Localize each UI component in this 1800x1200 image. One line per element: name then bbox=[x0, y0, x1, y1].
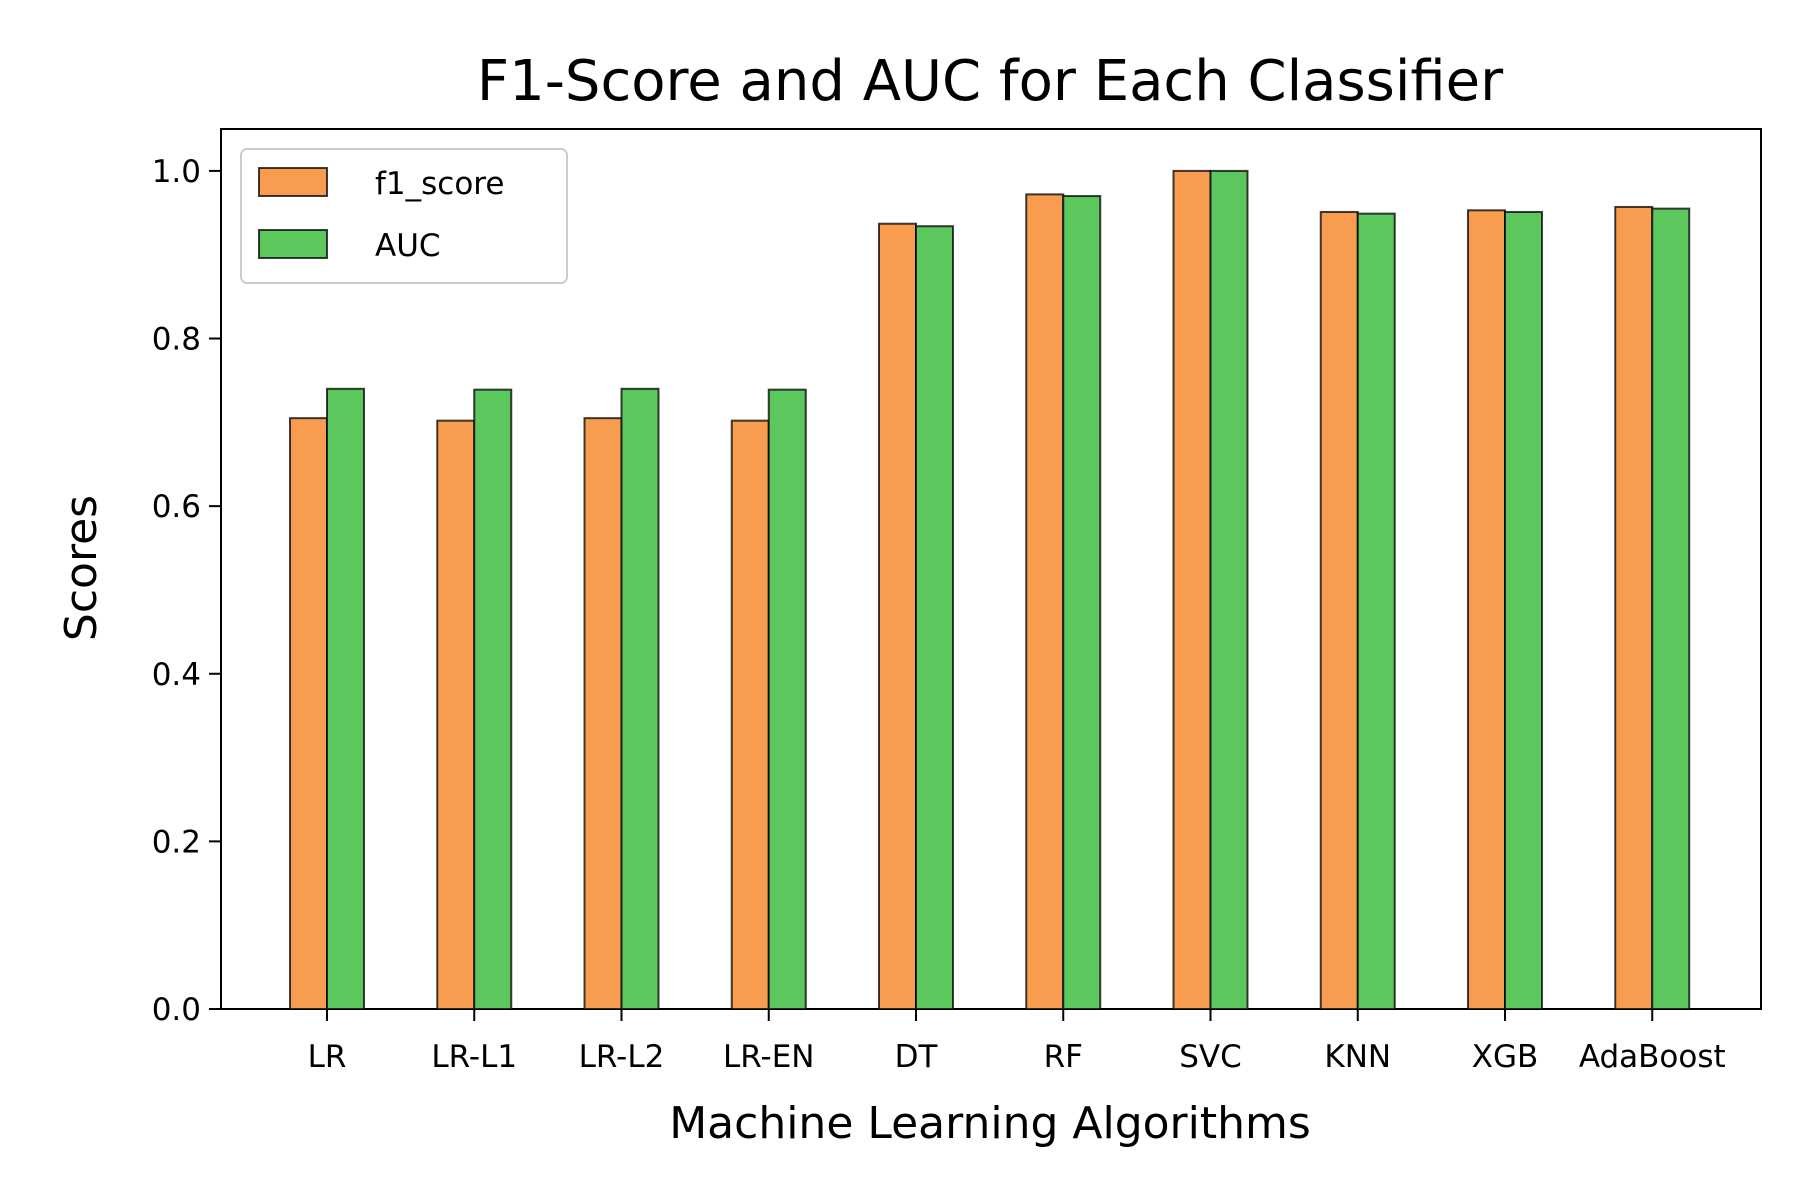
x-tick-label: AdaBoost bbox=[1579, 1039, 1726, 1075]
bar-f1-score-svc bbox=[1172, 169, 1212, 1010]
legend-label-auc: AUC bbox=[375, 228, 441, 264]
bar-f1-score-lr-l1 bbox=[436, 419, 476, 1010]
y-tick-label: 0.8 bbox=[152, 322, 201, 358]
y-tick-label: 0.0 bbox=[152, 992, 201, 1028]
y-tick-label: 0.2 bbox=[152, 824, 201, 860]
legend-label-f1-score: f1_score bbox=[375, 166, 504, 202]
x-tick-label: LR-EN bbox=[723, 1039, 815, 1075]
bar-auc-knn bbox=[1356, 212, 1396, 1010]
y-tick-label: 0.6 bbox=[152, 489, 201, 525]
x-tick-label: XGB bbox=[1472, 1039, 1539, 1075]
x-tick-label: KNN bbox=[1324, 1039, 1391, 1075]
x-axis: LR LR-L1 LR-L2 LR-EN DT RF SVC KNN XGB AdaBoost bbox=[308, 1009, 1726, 1075]
x-tick-label: SVC bbox=[1179, 1039, 1242, 1075]
bar-auc-lr-l2 bbox=[620, 387, 660, 1010]
x-tick-label: LR bbox=[308, 1039, 347, 1075]
x-tick-label: LR-L2 bbox=[579, 1039, 665, 1075]
bar-auc-svc bbox=[1209, 169, 1249, 1010]
bar-f1-score-xgb bbox=[1467, 209, 1506, 1011]
x-tick-label: LR-L1 bbox=[431, 1039, 517, 1075]
bar-f1-score-lr bbox=[289, 417, 328, 1010]
x-tick-label: DT bbox=[895, 1039, 939, 1075]
x-tick-label: RF bbox=[1044, 1039, 1083, 1075]
bar-f1-score-rf bbox=[1025, 193, 1065, 1011]
bar-auc-rf bbox=[1062, 195, 1102, 1011]
bar-f1-score-knn bbox=[1319, 210, 1359, 1010]
bars-group bbox=[289, 169, 1691, 1011]
bar-auc-adaboost bbox=[1651, 207, 1691, 1011]
bar-auc-xgb bbox=[1504, 210, 1543, 1010]
bar-f1-score-lr-en bbox=[730, 419, 770, 1010]
x-axis-label: Machine Learning Algorithms bbox=[669, 1098, 1311, 1149]
y-tick-label: 1.0 bbox=[152, 154, 201, 190]
y-axis: 0.0 0.2 0.4 0.6 0.8 1.0 bbox=[152, 154, 221, 1028]
plot-frame bbox=[220, 128, 1762, 1010]
bar-f1-score-adaboost bbox=[1614, 205, 1654, 1010]
bar-f1-score-lr-l2 bbox=[583, 417, 623, 1010]
legend-swatch-f1-score bbox=[258, 167, 328, 197]
bar-f1-score-dt bbox=[878, 222, 917, 1010]
bar-auc-lr-en bbox=[767, 388, 807, 1010]
bar-auc-lr bbox=[326, 387, 365, 1010]
bar-auc-lr-l1 bbox=[473, 388, 513, 1010]
legend: f1_score AUC bbox=[240, 148, 568, 284]
y-axis-label: Scores bbox=[56, 495, 107, 641]
bar-auc-dt bbox=[915, 225, 954, 1010]
legend-swatch-auc bbox=[258, 229, 328, 259]
chart-title: F1-Score and AUC for Each Classifier bbox=[477, 49, 1504, 114]
y-tick-label: 0.4 bbox=[152, 657, 201, 693]
